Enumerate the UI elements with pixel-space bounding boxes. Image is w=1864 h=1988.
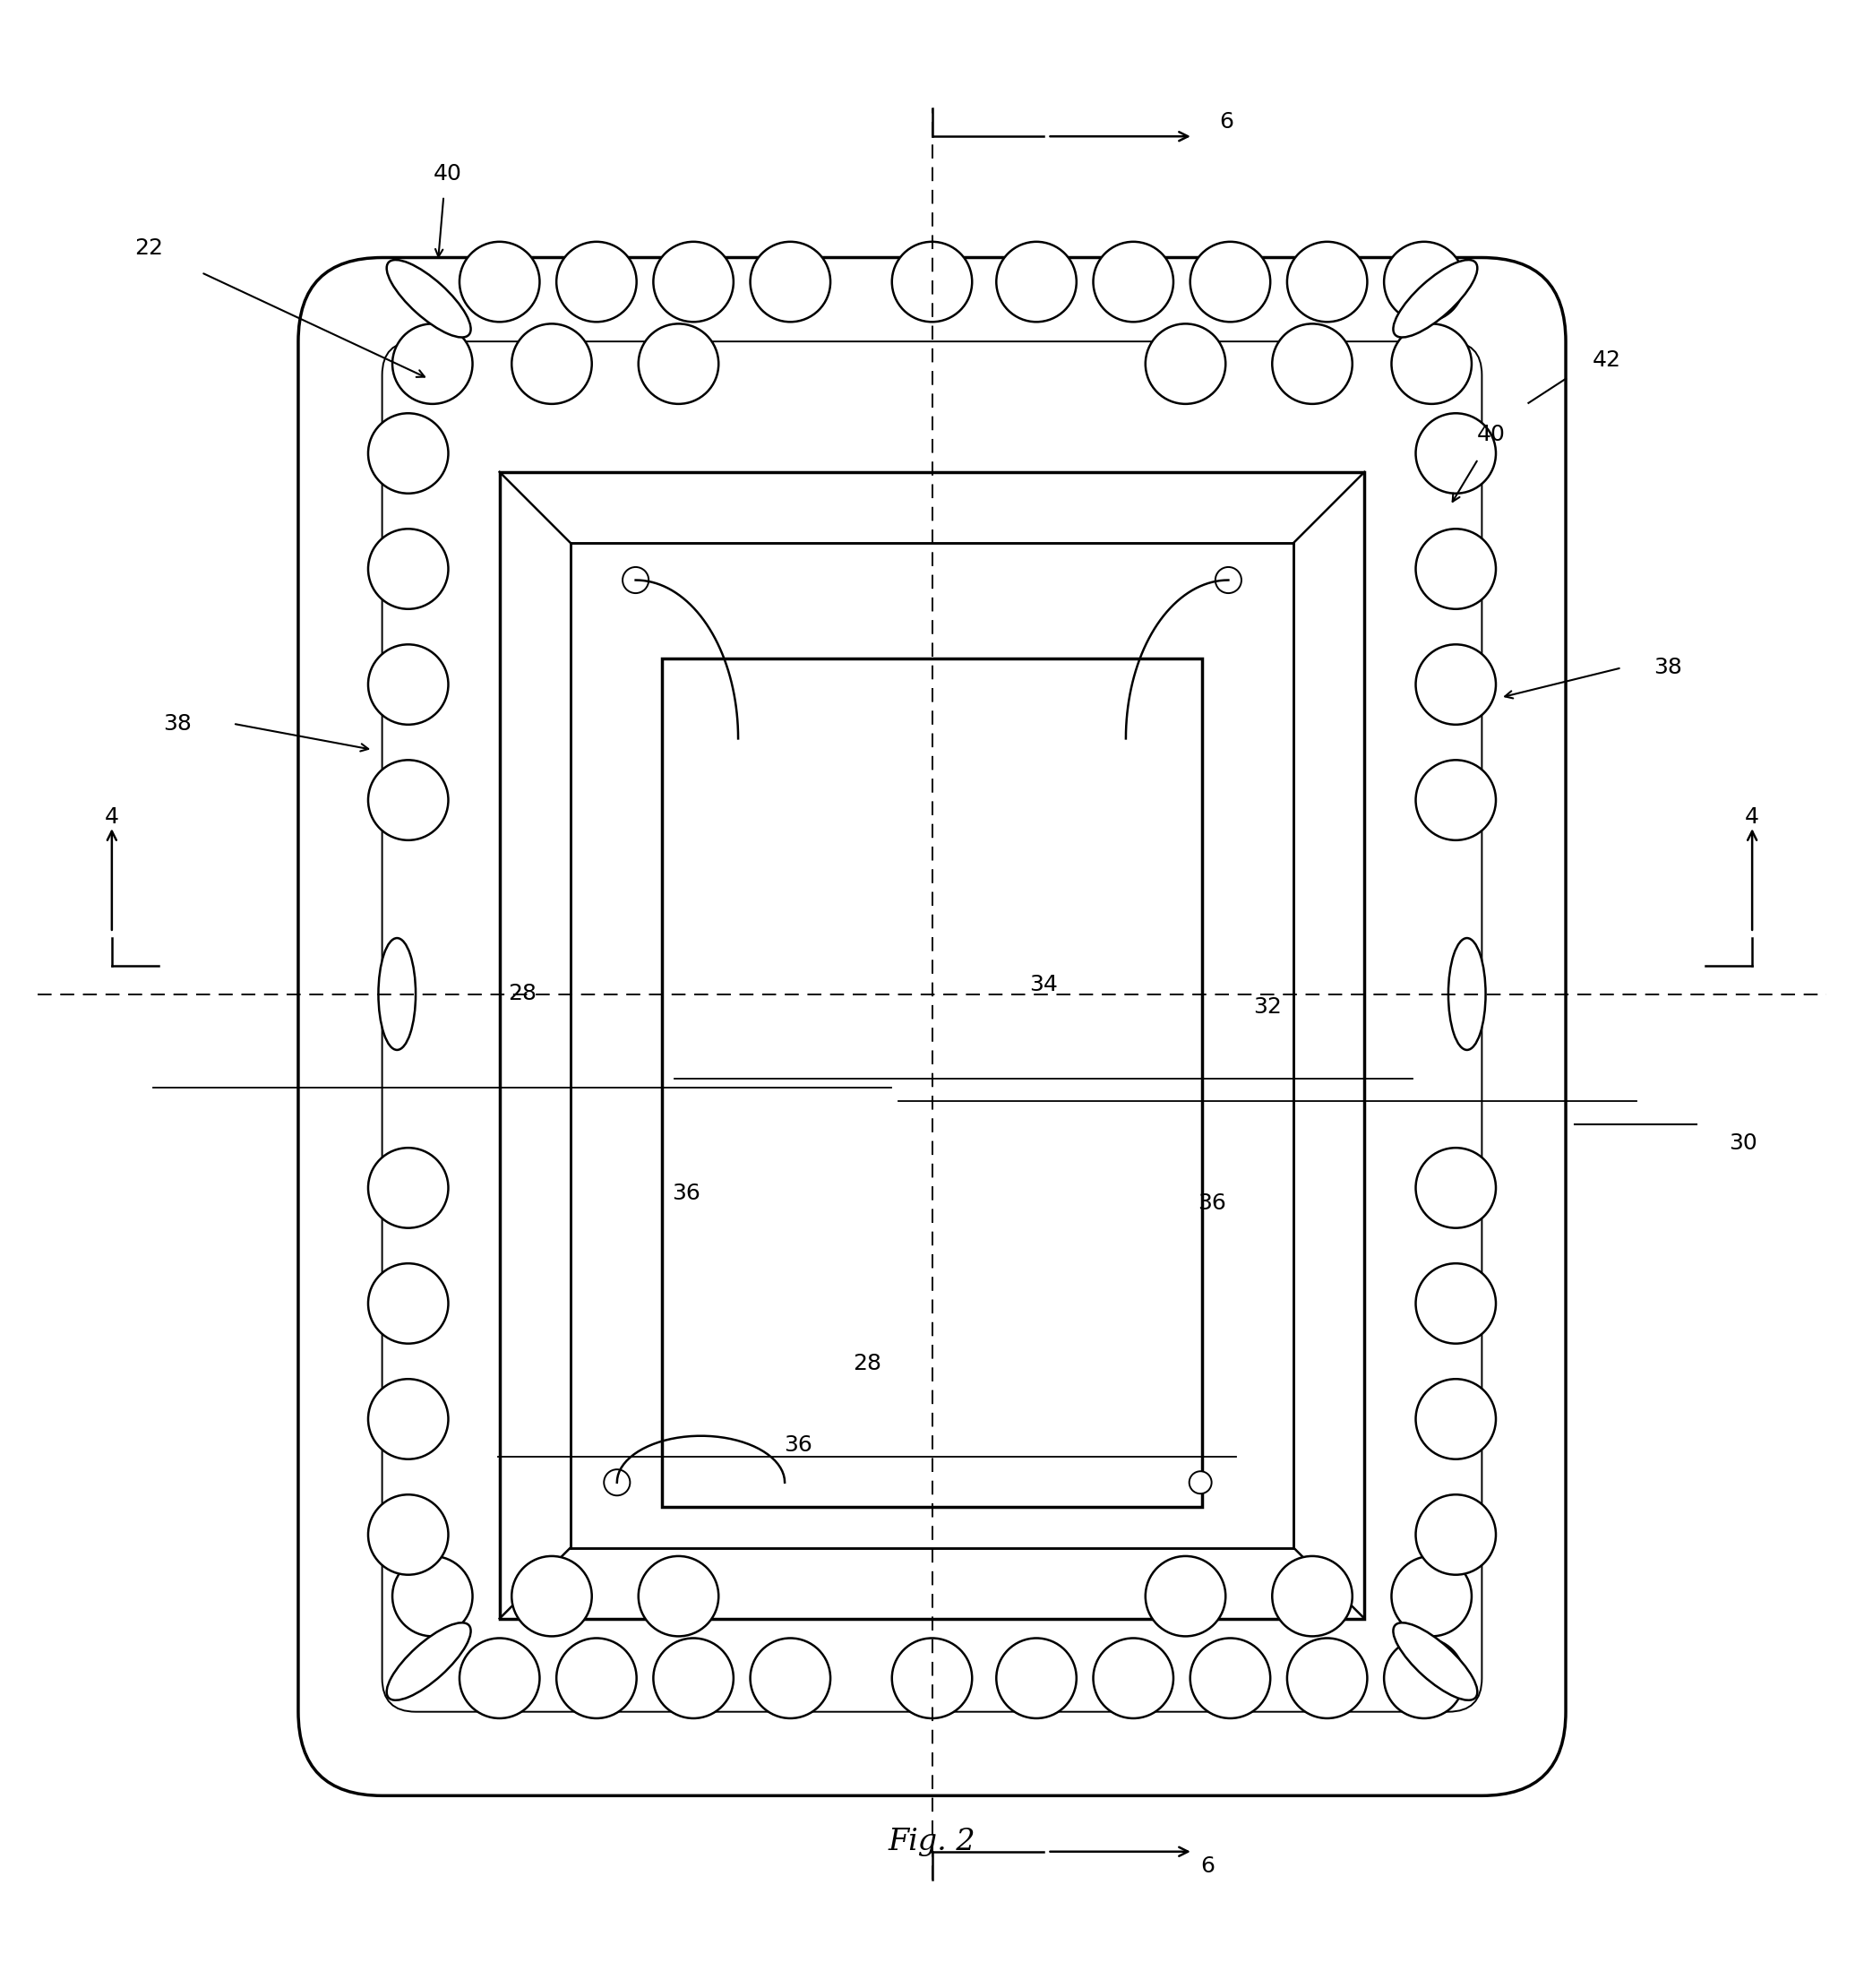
- Circle shape: [652, 1638, 733, 1718]
- Circle shape: [369, 644, 447, 724]
- Circle shape: [637, 1557, 718, 1636]
- Circle shape: [1417, 529, 1497, 608]
- Circle shape: [893, 243, 973, 322]
- Circle shape: [1417, 1380, 1497, 1459]
- Circle shape: [1092, 1638, 1174, 1718]
- Text: 30: 30: [1728, 1133, 1758, 1153]
- FancyBboxPatch shape: [298, 258, 1566, 1795]
- Circle shape: [369, 1147, 447, 1229]
- Circle shape: [637, 324, 718, 404]
- Text: 40: 40: [1476, 423, 1506, 445]
- Ellipse shape: [378, 938, 416, 1050]
- Circle shape: [1189, 1471, 1212, 1493]
- Circle shape: [555, 243, 637, 322]
- Circle shape: [1417, 1264, 1497, 1344]
- Text: 36: 36: [783, 1435, 813, 1455]
- Circle shape: [1215, 567, 1241, 592]
- Circle shape: [511, 1557, 593, 1636]
- Circle shape: [1092, 243, 1174, 322]
- Circle shape: [1383, 1638, 1465, 1718]
- Text: Fig. 2: Fig. 2: [889, 1827, 975, 1857]
- Text: 28: 28: [507, 984, 537, 1004]
- Bar: [500, 471, 1364, 1618]
- Circle shape: [1417, 414, 1497, 493]
- Circle shape: [1286, 1638, 1368, 1718]
- Ellipse shape: [1392, 1622, 1478, 1700]
- Circle shape: [1189, 1638, 1271, 1718]
- Circle shape: [995, 243, 1077, 322]
- Text: 34: 34: [1029, 974, 1059, 996]
- Circle shape: [749, 243, 831, 322]
- Circle shape: [511, 324, 593, 404]
- Ellipse shape: [386, 260, 472, 338]
- Circle shape: [369, 414, 447, 493]
- Text: 36: 36: [671, 1183, 701, 1205]
- Circle shape: [1391, 1557, 1473, 1636]
- Text: 42: 42: [1592, 350, 1622, 372]
- Circle shape: [623, 567, 649, 592]
- Text: 4: 4: [104, 807, 119, 827]
- Text: 38: 38: [162, 714, 192, 734]
- Text: 28: 28: [852, 1352, 882, 1374]
- Circle shape: [1391, 324, 1473, 404]
- Circle shape: [1417, 1495, 1497, 1574]
- Circle shape: [369, 1495, 447, 1574]
- Circle shape: [1286, 243, 1368, 322]
- Circle shape: [1144, 324, 1227, 404]
- Circle shape: [460, 243, 541, 322]
- Circle shape: [1271, 1557, 1353, 1636]
- Text: 32: 32: [1253, 996, 1282, 1018]
- Bar: [662, 658, 1202, 1507]
- Circle shape: [652, 243, 733, 322]
- Circle shape: [369, 1380, 447, 1459]
- Text: 4: 4: [1745, 807, 1760, 827]
- Circle shape: [1417, 1147, 1497, 1229]
- Text: 6: 6: [1200, 1855, 1215, 1877]
- Circle shape: [460, 1638, 541, 1718]
- Circle shape: [749, 1638, 831, 1718]
- Text: 38: 38: [1653, 656, 1683, 678]
- Circle shape: [369, 529, 447, 608]
- Ellipse shape: [386, 1622, 472, 1700]
- Bar: [570, 543, 1294, 1549]
- Circle shape: [369, 1264, 447, 1344]
- Circle shape: [604, 1469, 630, 1495]
- Circle shape: [1271, 324, 1353, 404]
- Text: 22: 22: [134, 237, 164, 258]
- Circle shape: [369, 759, 447, 841]
- Circle shape: [995, 1638, 1077, 1718]
- Text: 6: 6: [1219, 111, 1234, 133]
- Text: 40: 40: [432, 163, 462, 185]
- Circle shape: [1417, 644, 1497, 724]
- Circle shape: [893, 1638, 973, 1718]
- Circle shape: [555, 1638, 637, 1718]
- Text: 36: 36: [1197, 1193, 1227, 1213]
- Circle shape: [1417, 759, 1497, 841]
- Circle shape: [1144, 1557, 1227, 1636]
- Circle shape: [1189, 243, 1271, 322]
- Circle shape: [393, 324, 473, 404]
- Ellipse shape: [1448, 938, 1486, 1050]
- Ellipse shape: [1392, 260, 1478, 338]
- Circle shape: [1383, 243, 1465, 322]
- Circle shape: [393, 1557, 473, 1636]
